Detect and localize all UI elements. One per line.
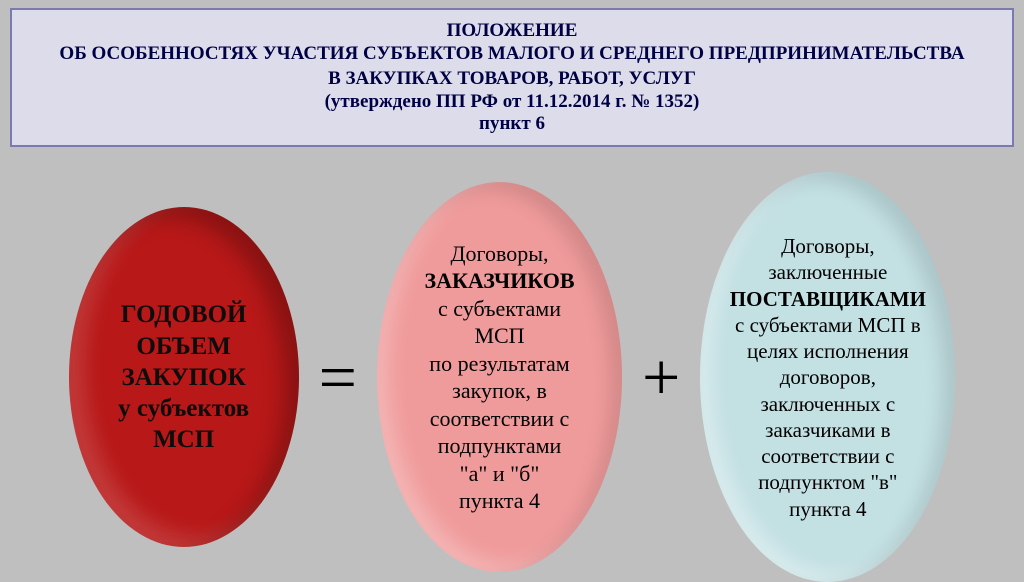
left-line4: у субъектов xyxy=(118,393,249,424)
mid-t2: ЗАКАЗЧИКОВ xyxy=(424,267,574,295)
right-t10: подпунктом "в" xyxy=(758,469,897,495)
mid-t9: "а" и "б" xyxy=(460,460,540,488)
left-line1: ГОДОВОЙ xyxy=(121,299,247,330)
header-box: ПОЛОЖЕНИЕ ОБ ОСОБЕННОСТЯХ УЧАСТИЯ СУБЪЕК… xyxy=(10,8,1014,147)
mid-t7: соответствии с xyxy=(430,405,570,433)
left-line2: ОБЪЕМ xyxy=(136,331,230,362)
mid-t1: Договоры, xyxy=(450,240,548,268)
ellipse-customers: Договоры, ЗАКАЗЧИКОВ с субъектами МСП по… xyxy=(377,182,622,572)
right-t8: заказчиками в xyxy=(765,417,890,443)
right-t7: заключенных с xyxy=(760,391,895,417)
mid-t6: закупок, в xyxy=(452,377,547,405)
right-t2: заключенные xyxy=(768,259,887,285)
right-t11: пункта 4 xyxy=(789,496,866,522)
right-t1: Договоры, xyxy=(781,233,875,259)
mid-t8: подпунктами xyxy=(438,432,562,460)
plus-operator: + xyxy=(637,338,685,417)
header-decree: (утверждено ПП РФ от 11.12.2014 г. № 135… xyxy=(52,91,972,113)
mid-t4: МСП xyxy=(474,322,524,350)
equals-operator: = xyxy=(314,338,362,417)
right-t6: договоров, xyxy=(780,364,876,390)
left-line5: МСП xyxy=(153,424,214,455)
formula-row: ГОДОВОЙ ОБЪЕМ ЗАКУПОК у субъектов МСП = … xyxy=(0,172,1024,582)
header-title: ПОЛОЖЕНИЕ xyxy=(52,20,972,42)
right-t9: соответствии с xyxy=(761,443,894,469)
mid-t10: пункта 4 xyxy=(459,487,540,515)
header-clause: пункт 6 xyxy=(52,113,972,135)
mid-t5: по результатам xyxy=(429,350,569,378)
mid-t3: с субъектами xyxy=(438,295,561,323)
right-t3: ПОСТАВЩИКАМИ xyxy=(730,286,926,312)
right-t5: целях исполнения xyxy=(747,338,909,364)
ellipse-annual-volume: ГОДОВОЙ ОБЪЕМ ЗАКУПОК у субъектов МСП xyxy=(69,207,299,547)
right-t4: с субъектами МСП в xyxy=(735,312,921,338)
left-line3: ЗАКУПОК xyxy=(122,362,246,393)
ellipse-suppliers: Договоры, заключенные ПОСТАВЩИКАМИ с суб… xyxy=(700,172,955,582)
header-subtitle: ОБ ОСОБЕННОСТЯХ УЧАСТИЯ СУБЪЕКТОВ МАЛОГО… xyxy=(52,42,972,91)
